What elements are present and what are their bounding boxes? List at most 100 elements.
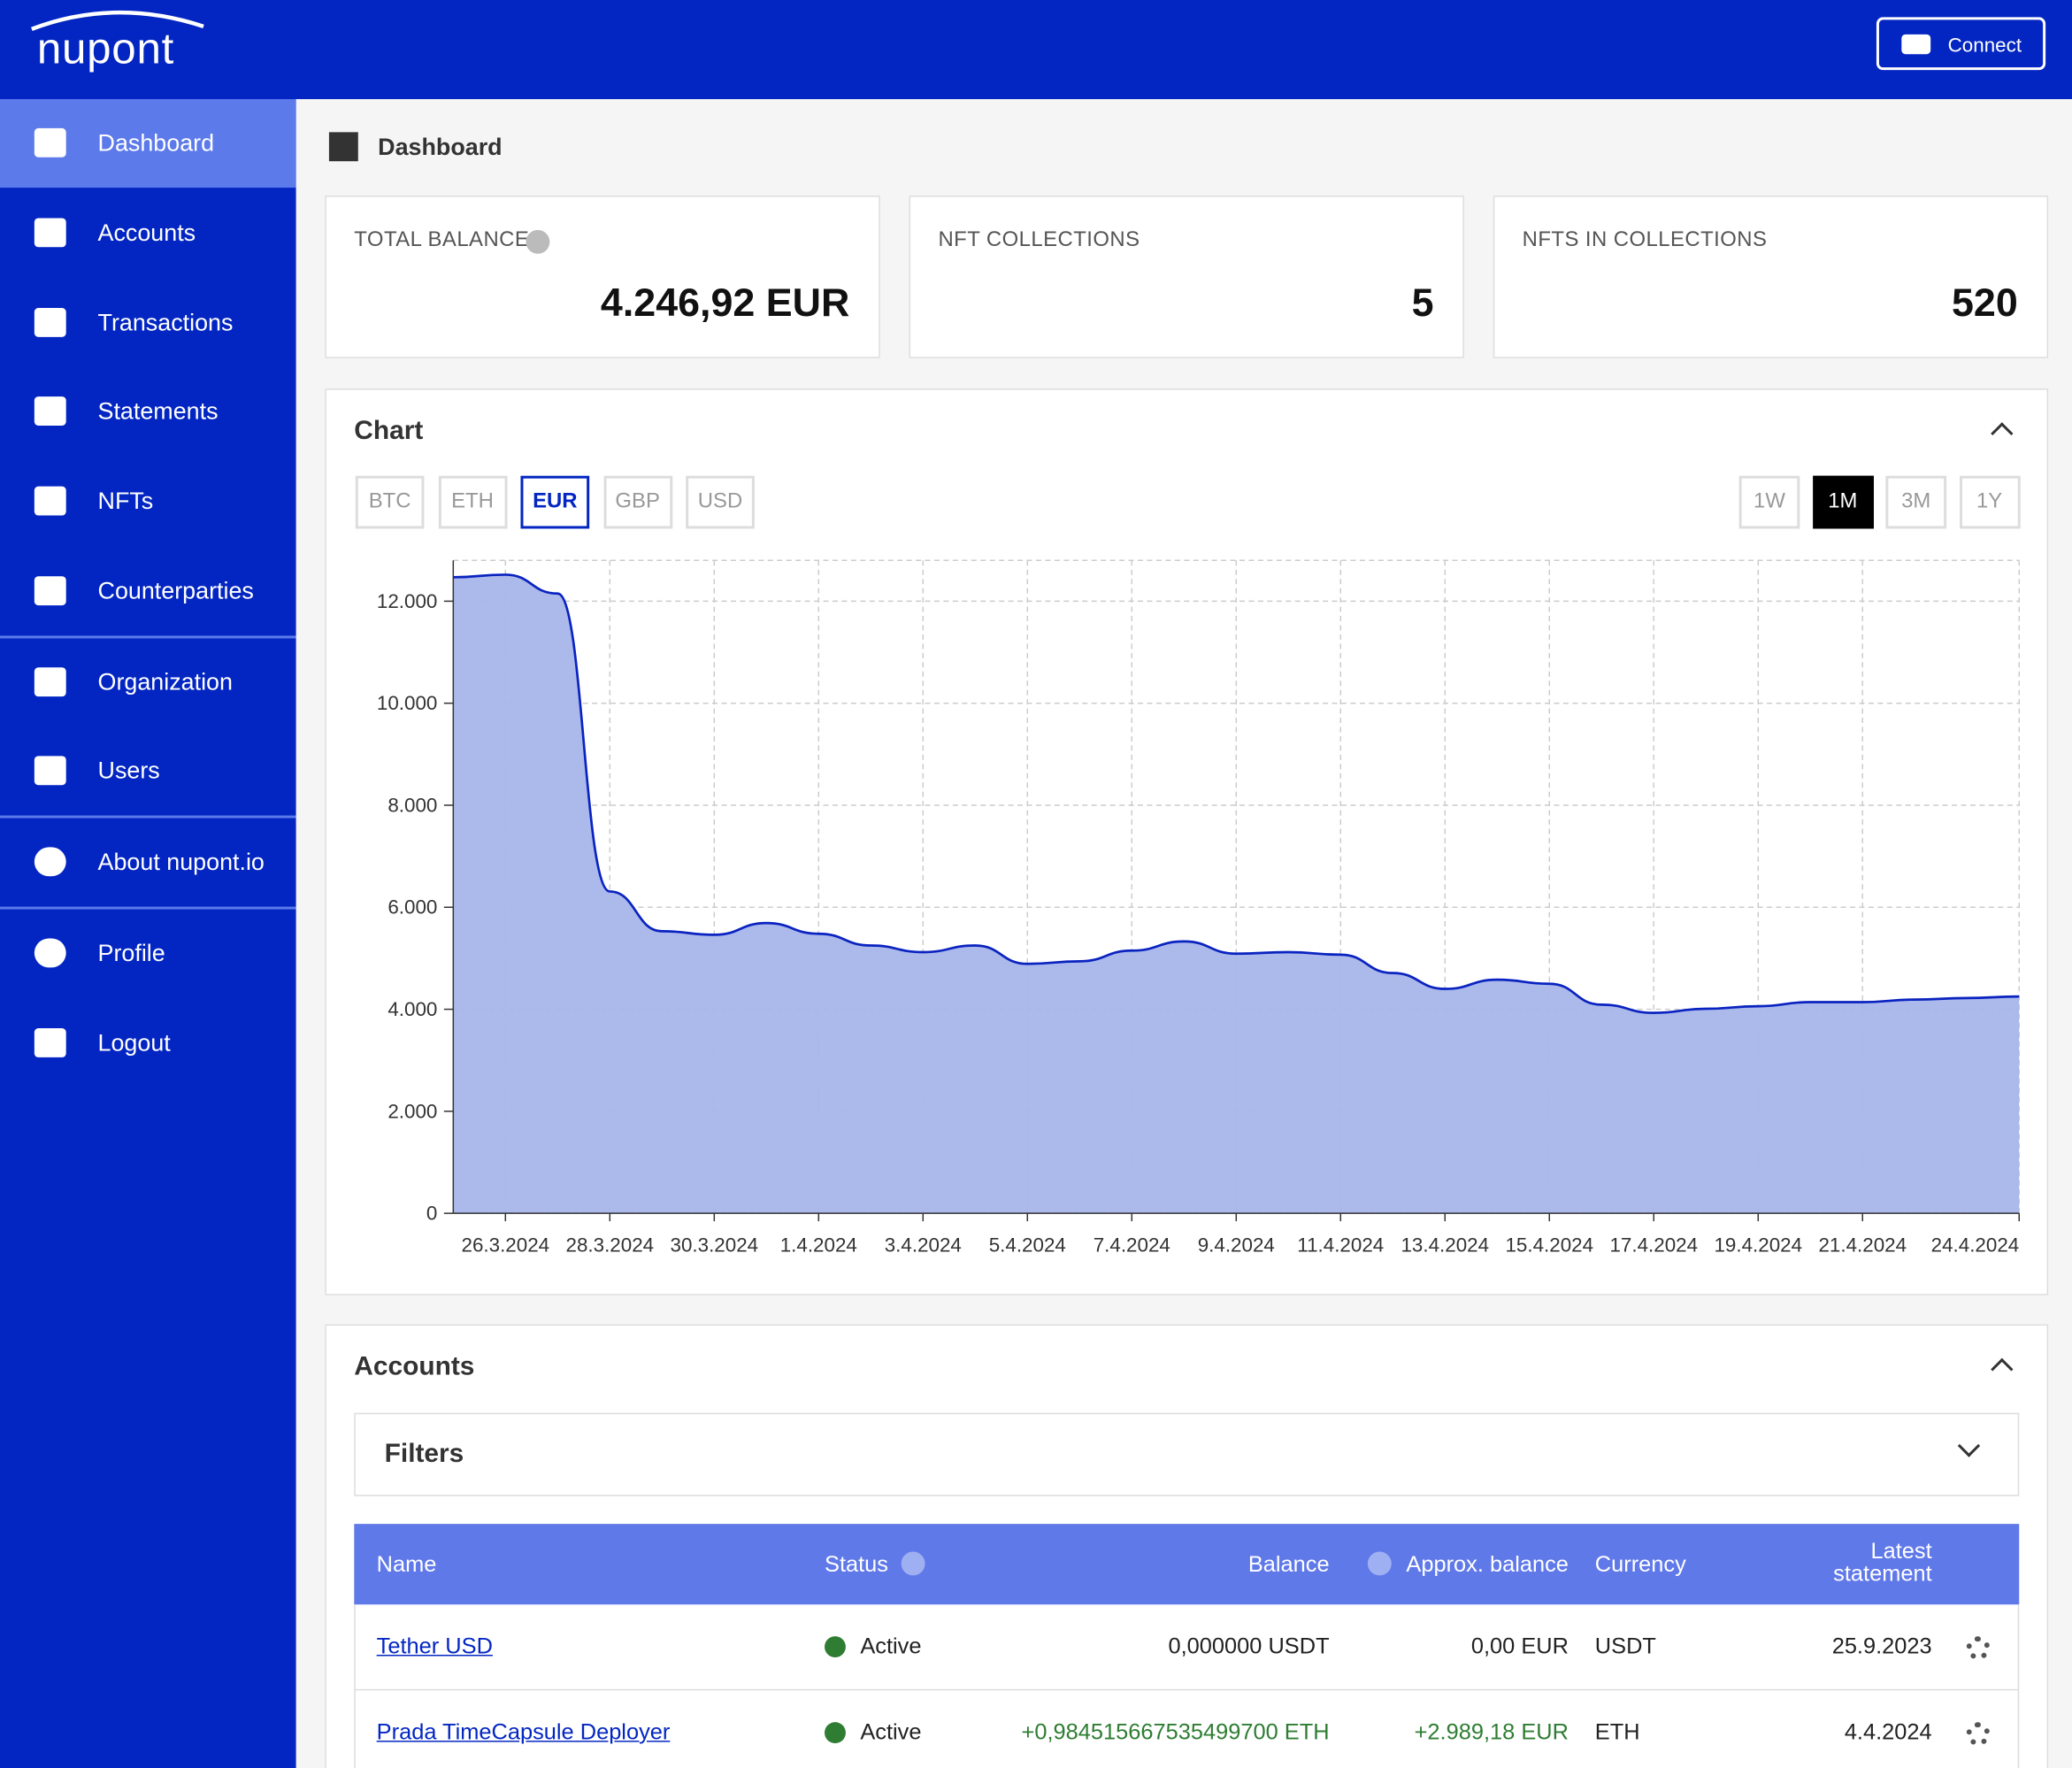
nav-icon bbox=[35, 128, 66, 158]
chart: 0 2.000 4.000 6.000 8.000 10.000 12.000 26.3.20… bbox=[326, 390, 2050, 1297]
balance: 0,000000 USDT bbox=[1169, 1633, 1330, 1660]
connect-button[interactable]: Connect bbox=[1876, 17, 2045, 70]
info-icon[interactable] bbox=[1368, 1552, 1392, 1576]
nav-item[interactable]: Logout bbox=[0, 999, 296, 1088]
card-label: TOTAL BALANCE bbox=[354, 228, 529, 252]
approx-balance: 0,00 EUR bbox=[1471, 1633, 1569, 1660]
nav-label: Profile bbox=[98, 940, 165, 967]
nav-icon bbox=[35, 487, 66, 516]
card-value: 520 bbox=[1952, 281, 2018, 327]
expand-toggle[interactable] bbox=[1958, 1434, 1980, 1457]
card-value: 4.246,92 EUR bbox=[601, 281, 849, 327]
y-tick-label: 8.000 bbox=[388, 794, 437, 816]
nav-item[interactable]: Statements bbox=[0, 367, 296, 456]
currency: ETH bbox=[1595, 1719, 1640, 1746]
nav-item[interactable]: Accounts bbox=[0, 189, 296, 278]
account-link[interactable]: Prada TimeCapsule Deployer bbox=[377, 1719, 671, 1746]
currency: USDT bbox=[1595, 1633, 1656, 1660]
table-row: Prada TimeCapsule Deployer Active +0,984… bbox=[354, 1690, 2019, 1768]
y-tick-label: 10.000 bbox=[377, 692, 437, 714]
nav-item[interactable]: About nupont.io bbox=[0, 819, 296, 907]
y-tick-label: 12.000 bbox=[377, 590, 437, 612]
balance: +0,984515667535499700 ETH bbox=[1022, 1719, 1330, 1746]
x-tick-label: 13.4.2024 bbox=[1401, 1234, 1489, 1256]
nav-item[interactable]: Counterparties bbox=[0, 547, 296, 635]
filters-bar[interactable]: Filters bbox=[354, 1413, 2019, 1496]
status: Active bbox=[860, 1719, 921, 1746]
nav-item[interactable]: Profile bbox=[0, 910, 296, 998]
x-tick-label: 17.4.2024 bbox=[1609, 1234, 1698, 1256]
nav-icon bbox=[35, 218, 66, 247]
nav-icon bbox=[35, 847, 66, 876]
x-tick-label: 11.4.2024 bbox=[1297, 1234, 1384, 1256]
logo[interactable]: nupont bbox=[37, 24, 174, 74]
column-header[interactable]: Balance bbox=[1248, 1552, 1330, 1579]
x-tick-label: 5.4.2024 bbox=[989, 1234, 1066, 1256]
nav-item[interactable]: Transactions bbox=[0, 279, 296, 367]
status: Active bbox=[860, 1633, 921, 1660]
y-tick-label: 4.000 bbox=[388, 998, 437, 1020]
x-tick-label: 3.4.2024 bbox=[885, 1234, 962, 1256]
x-tick-label: 24.4.2024 bbox=[1931, 1234, 2020, 1256]
sidebar: Dashboard Accounts Transactions Statemen… bbox=[0, 99, 296, 1768]
nav-item[interactable]: NFTs bbox=[0, 457, 296, 546]
filters-label: Filters bbox=[385, 1440, 464, 1470]
nav-icon bbox=[35, 938, 66, 967]
y-tick-label: 0 bbox=[426, 1203, 437, 1225]
nav-icon bbox=[35, 667, 66, 696]
collapse-toggle[interactable] bbox=[1991, 1358, 2013, 1380]
card-label: NFT COLLECTIONS bbox=[938, 228, 1140, 252]
nav-item[interactable]: Organization bbox=[0, 638, 296, 726]
nav-label: Accounts bbox=[98, 219, 196, 247]
y-tick-label: 2.000 bbox=[388, 1100, 437, 1122]
nav-label: Statements bbox=[98, 398, 219, 426]
card-value: 5 bbox=[1412, 281, 1434, 327]
approx-balance: +2.989,18 EUR bbox=[1415, 1719, 1569, 1746]
nav-icon bbox=[35, 576, 66, 605]
card: NFT COLLECTIONS 5 bbox=[909, 196, 1464, 358]
x-tick-label: 28.3.2024 bbox=[565, 1234, 654, 1256]
info-icon[interactable] bbox=[902, 1552, 925, 1576]
latest-statement: 25.9.2023 bbox=[1832, 1633, 1932, 1660]
column-header[interactable]: Currency bbox=[1595, 1552, 1686, 1579]
x-tick-label: 26.3.2024 bbox=[461, 1234, 549, 1256]
connect-label: Connect bbox=[1948, 35, 2022, 57]
nav-label: Users bbox=[98, 757, 160, 785]
accounts-panel: Accounts Filters Name Status Balance App… bbox=[325, 1325, 2048, 1768]
column-header[interactable]: Latest statement bbox=[1813, 1540, 1931, 1585]
column-header[interactable]: Approx. balance bbox=[1406, 1552, 1569, 1579]
card-label: NFTS IN COLLECTIONS bbox=[1523, 228, 1768, 252]
info-icon[interactable] bbox=[526, 230, 549, 254]
account-link[interactable]: Tether USD bbox=[377, 1633, 493, 1660]
settings-icon[interactable] bbox=[1967, 1636, 1991, 1660]
nav-label: Logout bbox=[98, 1030, 171, 1057]
nav-label: Counterparties bbox=[98, 578, 254, 605]
nav-item[interactable]: Users bbox=[0, 726, 296, 815]
settings-icon[interactable] bbox=[1967, 1722, 1991, 1746]
page-icon bbox=[329, 132, 358, 161]
column-header[interactable]: Name bbox=[377, 1552, 437, 1579]
status-dot bbox=[825, 1636, 846, 1657]
nav-icon bbox=[35, 308, 66, 337]
card: TOTAL BALANCE 4.246,92 EUR bbox=[325, 196, 879, 358]
table-header: Name Status Balance Approx. balance Curr… bbox=[354, 1524, 2019, 1604]
nav-icon bbox=[35, 1028, 66, 1057]
x-tick-label: 30.3.2024 bbox=[670, 1234, 758, 1256]
nav-label: About nupont.io bbox=[98, 849, 265, 876]
nav-icon bbox=[35, 396, 66, 426]
nav-label: Organization bbox=[98, 669, 233, 696]
table-row: Tether USD Active 0,000000 USDT 0,00 EUR… bbox=[354, 1604, 2019, 1690]
nav-label: Transactions bbox=[98, 310, 234, 337]
status-dot bbox=[825, 1722, 846, 1743]
nav-label: Dashboard bbox=[98, 129, 215, 157]
top-bar: nupont Connect bbox=[0, 0, 2072, 99]
page-title: Dashboard bbox=[378, 134, 502, 161]
y-tick-label: 6.000 bbox=[388, 896, 437, 919]
x-tick-label: 19.4.2024 bbox=[1714, 1234, 1802, 1256]
nav-item[interactable]: Dashboard bbox=[0, 99, 296, 188]
latest-statement: 4.4.2024 bbox=[1845, 1719, 1932, 1746]
column-header[interactable]: Status bbox=[825, 1552, 888, 1579]
x-tick-label: 9.4.2024 bbox=[1198, 1234, 1275, 1256]
